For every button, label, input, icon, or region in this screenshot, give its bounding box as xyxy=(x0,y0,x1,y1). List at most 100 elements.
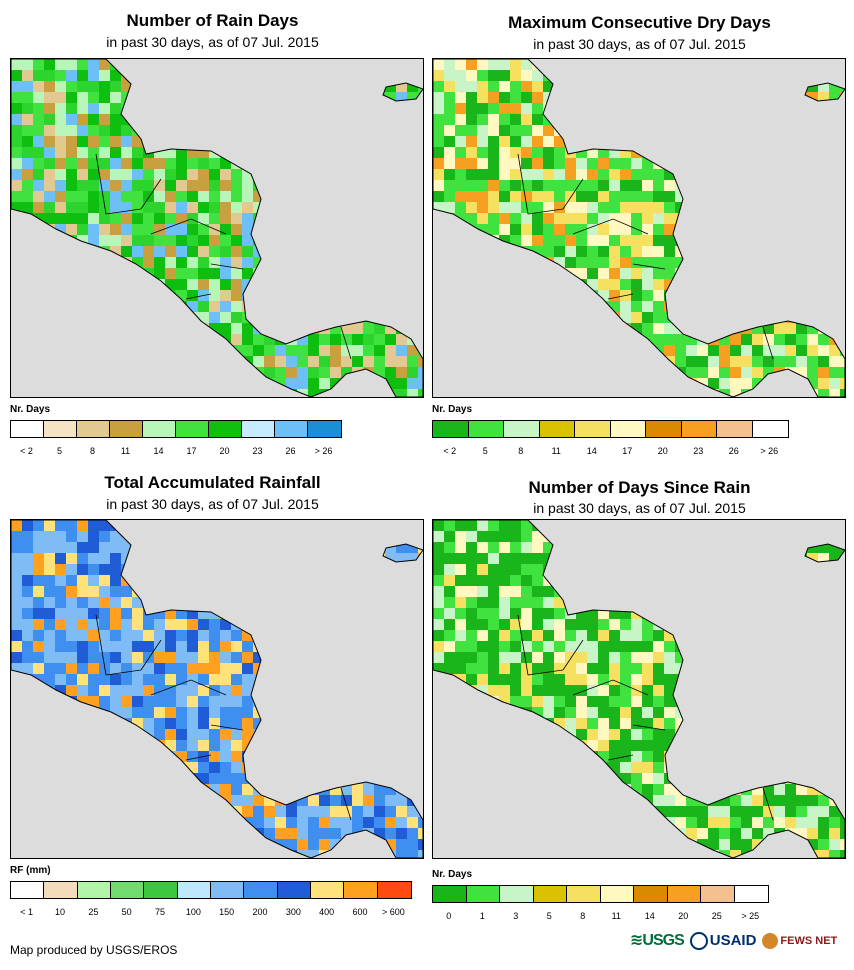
panel-title: Number of Days Since Rain xyxy=(528,478,751,497)
legend-swatch xyxy=(242,421,275,437)
legend-label: 17 xyxy=(622,446,633,456)
legend-swatch xyxy=(210,882,245,898)
rainfall-grid xyxy=(433,59,845,397)
legend-label: 50 xyxy=(121,907,132,917)
legend-label: 5 xyxy=(56,446,63,456)
legend-swatch xyxy=(681,421,717,437)
panel-title: Number of Rain Days xyxy=(126,11,299,30)
panel-subtitle: in past 30 days, as of 07 Jul. 2015 xyxy=(533,500,746,516)
legend-label: > 26 xyxy=(314,446,333,456)
legend-label: > 26 xyxy=(760,446,779,456)
legend-swatch xyxy=(701,886,735,902)
country-border xyxy=(804,82,845,102)
legend-swatch xyxy=(752,421,788,437)
legend-labels: < 2 5 8 11 14 17 20 23 26 > 26 xyxy=(432,446,787,460)
legend-swatch xyxy=(110,882,145,898)
legend-label: 11 xyxy=(611,911,621,921)
rainfall-grid xyxy=(11,59,423,397)
legend-label: 20 xyxy=(657,446,668,456)
legend-label: < 2 xyxy=(20,446,33,456)
legend-label: 11 xyxy=(120,446,131,456)
legend-swatch xyxy=(466,886,500,902)
panel-subtitle: in past 30 days, as of 07 Jul. 2015 xyxy=(533,36,746,52)
legend-labels: 0 1 3 5 8 11 14 20 25 > 25 xyxy=(432,911,767,925)
usgs-logo: ≋USGS xyxy=(630,932,685,949)
legend-label: 8 xyxy=(89,446,96,456)
legend-swatch xyxy=(143,421,176,437)
legend-label: 5 xyxy=(546,911,552,921)
legend-label: 17 xyxy=(186,446,197,456)
legend-swatch xyxy=(734,886,768,902)
legend-label: 8 xyxy=(580,911,586,921)
legend-bar xyxy=(10,881,412,899)
legend-swatch xyxy=(667,886,701,902)
legend-label: 25 xyxy=(711,911,722,921)
legend-label: 200 xyxy=(252,907,268,917)
legend-label: 300 xyxy=(285,907,301,917)
legend-swatch xyxy=(209,421,242,437)
panel-subtitle: in past 30 days, as of 07 Jul. 2015 xyxy=(106,496,319,512)
legend-label: 11 xyxy=(551,446,561,456)
legend-swatch xyxy=(177,882,211,898)
legend-swatch xyxy=(600,886,634,902)
usaid-logo: USAID xyxy=(689,932,756,950)
fews-net-logo: FEWS NET xyxy=(762,933,837,949)
country-border xyxy=(433,59,845,397)
legend-swatch xyxy=(433,421,469,437)
legend-swatch xyxy=(575,421,611,437)
legend-swatch xyxy=(344,882,378,898)
legend-bar xyxy=(10,420,342,438)
legend-swatch xyxy=(77,421,110,437)
rainfall-grid xyxy=(433,520,845,858)
legend-label: 600 xyxy=(352,907,368,917)
rainfall-grid xyxy=(11,520,423,858)
total-rainfall-map xyxy=(10,519,424,859)
country-border xyxy=(517,153,774,360)
legend-swatch xyxy=(277,882,311,898)
legend-swatch xyxy=(610,421,646,437)
legend-swatch xyxy=(244,882,278,898)
legend-swatch xyxy=(433,886,467,902)
panel-subtitle: in past 30 days, as of 07 Jul. 2015 xyxy=(106,34,319,50)
legend-label: 14 xyxy=(644,911,655,921)
legend-title: Nr. Days xyxy=(432,404,473,415)
legend-swatch xyxy=(468,421,504,437)
legend-label: 8 xyxy=(518,446,524,456)
legend-label: 14 xyxy=(153,446,164,456)
legend-label: < 1 xyxy=(20,907,34,917)
legend-labels: < 1 10 25 50 75 100 150 200 300 400 600 > 600 xyxy=(10,907,410,921)
legend-swatch xyxy=(504,421,540,437)
legend-label: 26 xyxy=(728,446,739,456)
legend-label: 150 xyxy=(219,907,235,917)
country-border xyxy=(382,543,423,563)
legend-label: 20 xyxy=(678,911,689,921)
legend-label: 100 xyxy=(185,907,201,917)
legend-swatch xyxy=(77,882,111,898)
legend-swatch xyxy=(275,421,308,437)
legend-swatch xyxy=(539,421,575,437)
country-border xyxy=(382,82,423,102)
country-border xyxy=(517,614,774,821)
panel-days-since-rain: Number of Days Since Rain in past 30 day… xyxy=(427,465,852,935)
panel-title: Total Accumulated Rainfall xyxy=(104,473,321,492)
map-credit: Map produced by USGS/EROS xyxy=(10,943,178,957)
legend-swatch xyxy=(500,886,534,902)
legend-swatch xyxy=(44,421,77,437)
legend-bar xyxy=(432,420,789,438)
legend-title: Nr. Days xyxy=(432,869,473,880)
legend-swatch xyxy=(646,421,682,437)
panel-title: Maximum Consecutive Dry Days xyxy=(508,13,771,32)
days-since-rain-map xyxy=(432,519,846,859)
legend-swatch xyxy=(634,886,668,902)
legend-swatch xyxy=(11,421,44,437)
legend-label: 10 xyxy=(54,907,66,917)
legend-labels: < 2 5 8 11 14 17 20 23 26 > 26 xyxy=(10,446,340,460)
country-border xyxy=(95,614,352,821)
legend-label: 75 xyxy=(154,907,166,917)
legend-swatch xyxy=(717,421,753,437)
legend-label: 23 xyxy=(252,446,263,456)
country-border xyxy=(95,153,352,360)
legend-swatch xyxy=(533,886,567,902)
agency-logos: ≋USGS USAID FEWS NET xyxy=(630,932,837,950)
legend-label: 23 xyxy=(693,446,704,456)
